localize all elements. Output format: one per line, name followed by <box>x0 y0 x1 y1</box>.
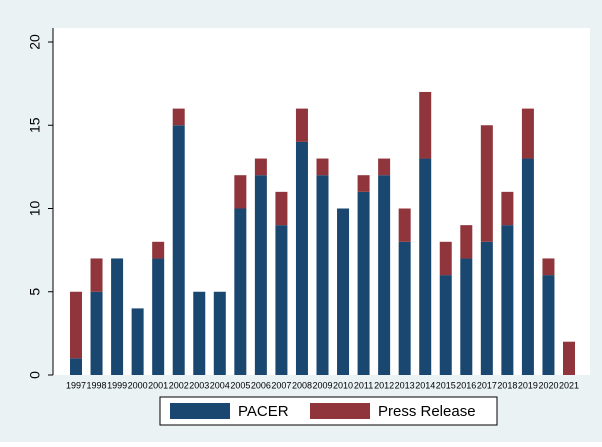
x-tick-label: 1997 <box>66 380 86 390</box>
y-tick-label: 15 <box>27 117 43 133</box>
bar <box>521 108 534 159</box>
x-tick-label: 2018 <box>497 380 517 390</box>
bar <box>213 291 226 375</box>
x-tick-label: 2021 <box>559 380 579 390</box>
bar <box>275 191 288 226</box>
bar <box>378 158 391 176</box>
bar <box>439 241 452 276</box>
bar <box>419 158 432 375</box>
x-tick-label: 2010 <box>333 380 353 390</box>
x-tick-label: 1999 <box>107 380 127 390</box>
bar <box>480 241 493 375</box>
bar <box>542 275 555 375</box>
legend-swatch <box>310 403 370 419</box>
bar <box>398 241 411 375</box>
bar <box>172 125 185 375</box>
bar <box>152 258 165 375</box>
x-tick-label: 2008 <box>292 380 312 390</box>
bar <box>460 225 473 259</box>
bar <box>521 158 534 375</box>
bar <box>234 208 247 375</box>
bar <box>419 91 432 159</box>
x-tick-label: 2015 <box>436 380 456 390</box>
bar <box>152 241 165 259</box>
x-tick-label: 2002 <box>169 380 189 390</box>
x-tick-label: 1998 <box>87 380 107 390</box>
x-tick-label: 2019 <box>518 380 538 390</box>
y-tick-label: 5 <box>27 288 43 296</box>
bar <box>193 291 206 375</box>
bar <box>234 175 247 209</box>
x-tick-label: 2005 <box>230 380 250 390</box>
bar <box>254 175 267 375</box>
x-tick-label: 2004 <box>210 380 230 390</box>
x-tick-label: 2012 <box>374 380 394 390</box>
x-tick-label: 2006 <box>251 380 271 390</box>
bar <box>70 358 82 375</box>
bar <box>70 291 82 359</box>
x-tick-label: 2017 <box>477 380 497 390</box>
bar <box>501 191 514 226</box>
bar <box>398 208 411 242</box>
x-tick-label: 2014 <box>415 380 435 390</box>
bar <box>563 341 575 375</box>
x-tick-label: 2016 <box>456 380 476 390</box>
x-tick-label: 2020 <box>538 380 558 390</box>
x-tick-label: 2007 <box>271 380 291 390</box>
bar <box>172 108 185 126</box>
bar <box>378 175 391 375</box>
x-tick-label: 2011 <box>354 380 373 390</box>
bar <box>111 258 124 375</box>
legend-label: Press Release <box>378 403 476 420</box>
bar <box>295 108 308 142</box>
x-tick-label: 2000 <box>128 380 148 390</box>
bar <box>275 225 288 375</box>
y-tick-label: 0 <box>27 371 43 379</box>
bar <box>254 158 267 176</box>
x-tick-label: 2009 <box>312 380 332 390</box>
bar <box>90 258 103 292</box>
bar <box>316 175 329 375</box>
legend-swatch <box>170 403 230 419</box>
bar <box>501 225 514 375</box>
bar <box>295 141 308 375</box>
bar <box>90 291 103 375</box>
bar <box>357 175 370 192</box>
y-tick-label: 10 <box>27 201 43 217</box>
bar <box>460 258 473 375</box>
bar <box>439 275 452 375</box>
bar <box>337 208 350 375</box>
bar <box>131 308 144 375</box>
bar <box>480 125 493 242</box>
x-tick-label: 2003 <box>189 380 209 390</box>
bar <box>357 191 370 375</box>
x-tick-label: 2013 <box>395 380 415 390</box>
x-tick-label: 2001 <box>148 380 168 390</box>
bar <box>316 158 329 176</box>
legend-label: PACER <box>238 403 289 420</box>
y-tick-label: 20 <box>27 34 43 50</box>
bar <box>542 258 555 276</box>
